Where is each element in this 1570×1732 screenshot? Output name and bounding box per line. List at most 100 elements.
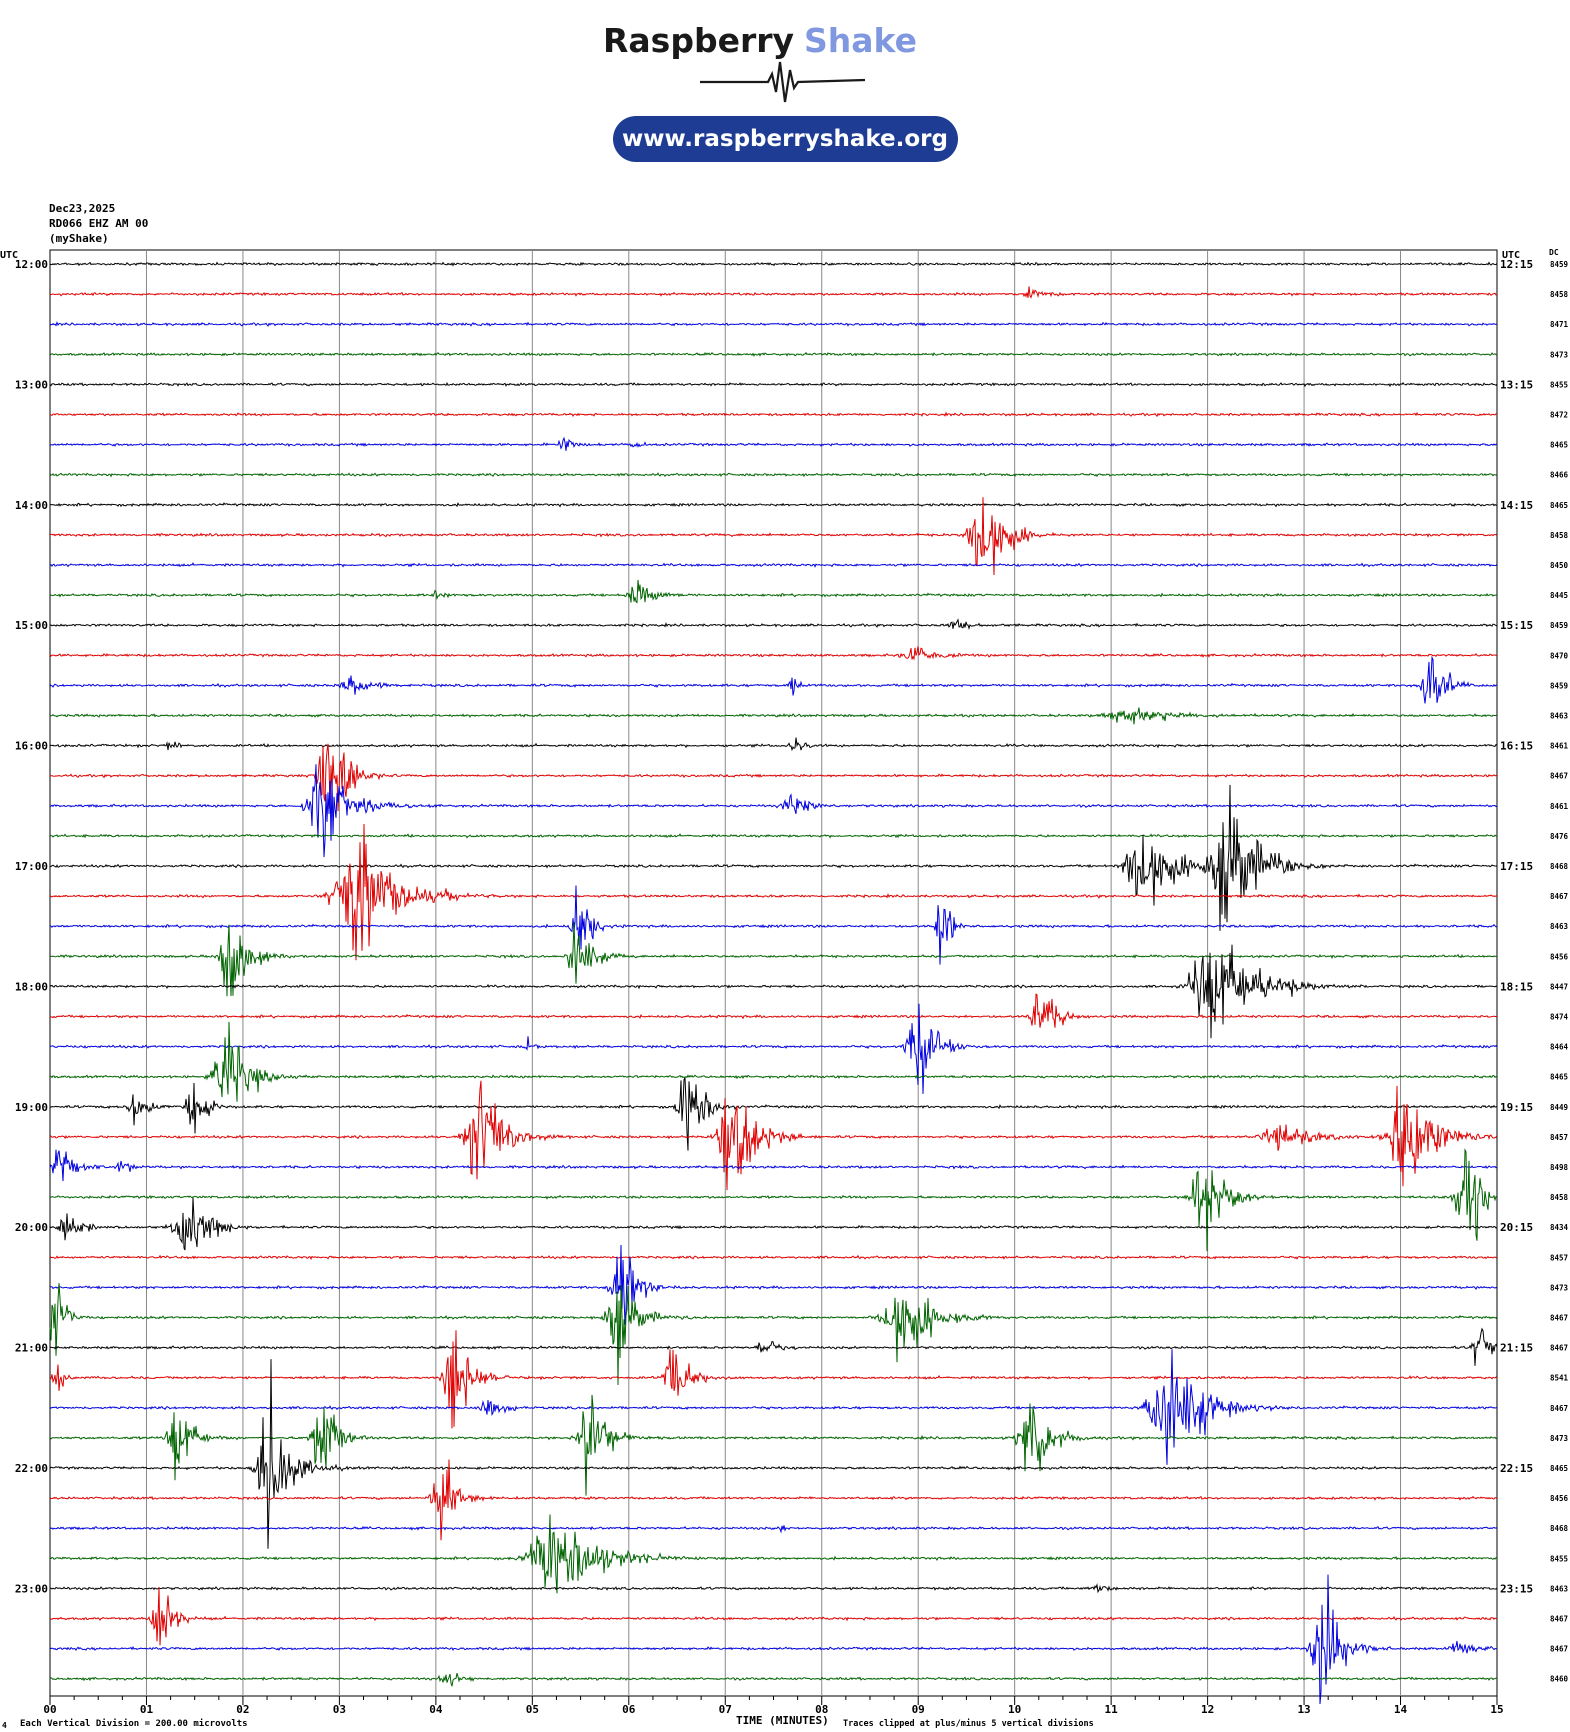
right-hour-label: 14:15 (1500, 499, 1533, 512)
trace-line (49, 321, 1498, 327)
trace-line (49, 1394, 1498, 1496)
footer-scale-note: Each Vertical Division = 200.00 microvol… (20, 1718, 248, 1729)
dc-value: 8472 (1550, 411, 1568, 420)
right-hour-label: 18:15 (1500, 980, 1533, 993)
left-hour-label: 23:00 (15, 1582, 48, 1595)
dc-value: 8458 (1550, 1193, 1569, 1202)
trace-line (49, 1283, 1498, 1386)
right-axis-label: UTC (1502, 250, 1520, 261)
brand-url-pill[interactable] (613, 116, 958, 162)
x-tick-label: 03 (333, 1703, 346, 1716)
x-tick-label: 08 (815, 1703, 828, 1716)
trace-line (49, 1514, 1498, 1594)
dc-value: 8467 (1550, 1314, 1568, 1323)
trace-line (49, 833, 1498, 839)
trace-line (49, 743, 1498, 812)
dc-value: 8456 (1550, 952, 1569, 961)
trace-line (49, 737, 1498, 752)
trace-line (49, 707, 1498, 725)
right-hour-label: 16:15 (1500, 740, 1533, 753)
trace-line (49, 502, 1497, 508)
brand-url[interactable]: www.raspberryshake.org (622, 126, 948, 152)
dc-value: 8467 (1550, 892, 1568, 901)
trace-line (49, 411, 1498, 418)
brand-name-part2: Shake (804, 21, 917, 60)
trace-line (50, 784, 1498, 931)
brand-name-part1: Raspberry (603, 21, 794, 60)
trace-line (49, 351, 1498, 357)
dc-value: 8458 (1550, 290, 1569, 299)
trace-line (49, 1327, 1498, 1366)
dc-value: 8473 (1550, 350, 1569, 359)
x-tick-label: 11 (1105, 1703, 1119, 1716)
trace-line (49, 655, 1498, 704)
right-hour-label: 22:15 (1500, 1462, 1533, 1475)
dc-value: 8458 (1550, 531, 1569, 540)
dc-value: 8455 (1550, 380, 1568, 389)
right-hour-label: 17:15 (1500, 860, 1533, 873)
dc-value: 8460 (1550, 1675, 1569, 1684)
dc-value: 8457 (1550, 1133, 1568, 1142)
dc-value: 8468 (1550, 862, 1569, 871)
dc-value: 8476 (1550, 832, 1569, 841)
dc-value: 8447 (1550, 982, 1568, 991)
dc-value: 8467 (1550, 1645, 1568, 1654)
dc-value: 8449 (1550, 1103, 1569, 1112)
dc-value: 8463 (1550, 922, 1569, 931)
left-hour-label: 19:00 (15, 1101, 48, 1114)
footer-small-mark: 4 (2, 1721, 7, 1730)
dc-value: 8473 (1550, 1434, 1569, 1443)
x-tick-label: 10 (1008, 1703, 1021, 1716)
dc-value: 8457 (1550, 1253, 1568, 1262)
brand-logo: Raspberry Shake www.raspberryshake.org (603, 21, 958, 162)
dc-value: 8459 (1550, 621, 1569, 630)
header-station: RD066 EHZ AM 00 (49, 217, 148, 230)
x-tick-label: 05 (526, 1703, 539, 1716)
left-axis-label: UTC (0, 250, 18, 261)
trace-line (49, 1525, 1498, 1534)
trace-line (49, 1149, 1498, 1182)
left-hour-label: 17:00 (15, 860, 48, 873)
brand-seismo-line (700, 61, 866, 103)
dc-value: 8459 (1550, 260, 1569, 269)
trace-line (49, 944, 1498, 1039)
dc-value: 8456 (1550, 1494, 1569, 1503)
dc-value: 8465 (1550, 1073, 1568, 1082)
trace-line (49, 646, 1498, 661)
trace-line (49, 1254, 1498, 1261)
right-hour-label: 23:15 (1500, 1582, 1533, 1595)
x-tick-label: 14 (1394, 1703, 1408, 1716)
left-hour-label: 13:00 (15, 378, 48, 391)
trace-line (49, 922, 1498, 997)
header-date: Dec23,2025 (49, 202, 115, 215)
dc-value: 8465 (1550, 501, 1568, 510)
dc-value: 8466 (1550, 471, 1569, 480)
brand-title: Raspberry Shake (603, 21, 917, 60)
right-hour-label: 19:15 (1500, 1101, 1533, 1114)
dc-value: 8467 (1550, 772, 1568, 781)
trace-line (49, 1330, 1498, 1429)
trace-line (49, 562, 1498, 568)
trace-line (49, 764, 1498, 858)
x-axis-label: TIME (MINUTES) (736, 1714, 829, 1727)
dc-value: 8467 (1550, 1404, 1568, 1413)
dc-value: 8473 (1550, 1283, 1569, 1292)
left-hour-label: 14:00 (15, 499, 48, 512)
right-hour-label: 21:15 (1500, 1342, 1533, 1355)
dc-value: 8471 (1550, 320, 1569, 329)
dc-value: 8455 (1550, 1554, 1568, 1563)
x-tick-label: 02 (236, 1703, 249, 1716)
x-tick-label: 15 (1490, 1703, 1503, 1716)
x-tick-label: 04 (429, 1703, 443, 1716)
dc-value: 8463 (1550, 712, 1569, 721)
trace-line (49, 1359, 1498, 1549)
trace-line (50, 579, 1497, 604)
x-tick-label: 06 (622, 1703, 636, 1716)
trace-line (49, 1459, 1498, 1541)
dc-value: 8445 (1550, 591, 1568, 600)
trace-line (49, 618, 1498, 631)
x-tick-label: 09 (912, 1703, 925, 1716)
dc-value: 8465 (1550, 1464, 1568, 1473)
trace-line (49, 1148, 1498, 1252)
